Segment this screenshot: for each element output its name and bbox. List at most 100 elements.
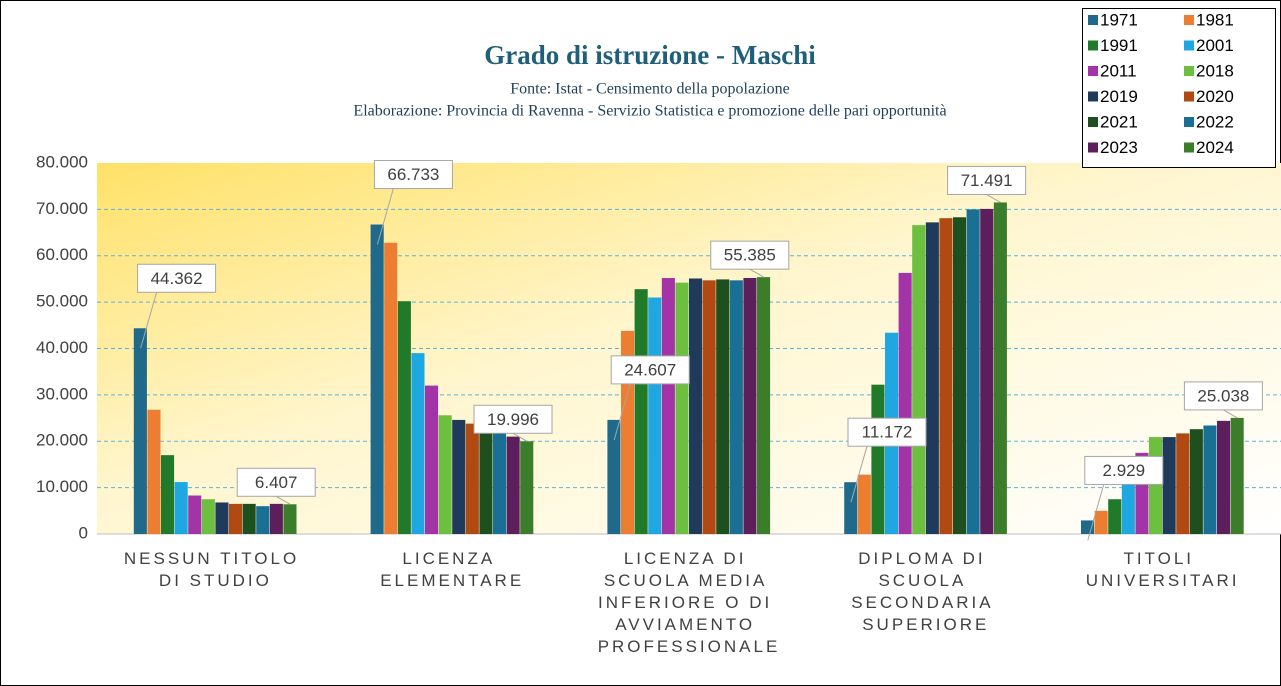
leader-line (749, 268, 765, 278)
legend-swatch (1184, 66, 1194, 76)
bar (229, 503, 243, 534)
bar (966, 209, 980, 534)
bar (675, 282, 689, 534)
data-label-box (710, 240, 790, 270)
y-tick-label: 40.000 (36, 338, 88, 357)
bar (993, 202, 1007, 534)
data-label: 24.607 (624, 360, 676, 379)
legend-swatch (1088, 15, 1098, 25)
data-label: 71.491 (961, 171, 1013, 190)
bar (161, 455, 175, 534)
legend-label: 2021 (1100, 112, 1138, 131)
bar (925, 222, 939, 535)
bar (201, 499, 215, 534)
x-tick-label: TITOLI UNIVERSITARI (1086, 549, 1240, 590)
legend-swatch (1184, 40, 1194, 51)
bar (242, 503, 256, 534)
legend-swatch (1088, 66, 1098, 76)
data-label: 2.929 (1103, 461, 1146, 480)
data-label: 66.733 (387, 165, 439, 184)
leader-line (1087, 484, 1105, 541)
legend-swatch (1184, 15, 1194, 25)
bar (607, 419, 621, 534)
leader-line (850, 446, 868, 503)
bar (648, 297, 662, 534)
legend-label: 1991 (1100, 36, 1138, 55)
bar (215, 502, 229, 534)
x-tick-label: NESSUN TITOLO DI STUDIO (124, 549, 307, 590)
bar (493, 432, 507, 534)
x-tick-label: DIPLOMA DI SCUOLA SECONDARIA SUPERIORE (851, 549, 1000, 634)
legend-label: 2018 (1196, 61, 1234, 80)
leader-line (140, 292, 158, 349)
leader-line (613, 383, 631, 441)
bar (953, 217, 967, 535)
y-tick-label: 20.000 (36, 431, 88, 450)
bar (1121, 482, 1135, 534)
data-label: 6.407 (255, 473, 298, 492)
y-tick-label: 60.000 (36, 245, 88, 264)
bar (716, 279, 730, 534)
bar (1203, 425, 1217, 534)
legend-label: 2019 (1100, 87, 1138, 106)
legend-swatch (1088, 142, 1098, 153)
bar (729, 280, 743, 534)
bar (520, 441, 534, 534)
data-label-box (610, 355, 690, 385)
data-label-box (947, 165, 1027, 195)
bar (1162, 437, 1176, 534)
bar (1081, 520, 1095, 534)
bar (411, 353, 425, 534)
bar (757, 277, 771, 534)
bar (1217, 420, 1231, 534)
legend-label: 1971 (1100, 10, 1138, 29)
y-tick-label: 80.000 (36, 152, 88, 171)
leader-line (986, 194, 1001, 203)
bar (174, 482, 188, 534)
x-tick-label: LICENZA DI SCUOLA MEDIA INFERIORE O DI A… (598, 549, 781, 656)
y-tick-label: 0 (79, 523, 88, 542)
data-label: 44.362 (151, 269, 203, 288)
bar (980, 208, 994, 534)
bar (370, 224, 384, 535)
legend-swatch (1088, 40, 1098, 51)
bar (844, 482, 858, 534)
legend-swatch (1184, 117, 1194, 127)
leader-line (275, 495, 291, 505)
bar (689, 278, 703, 534)
legend-label: 2022 (1196, 112, 1234, 131)
legend-label: 2001 (1196, 36, 1234, 55)
subtitle: Elaborazione: Provincia di Ravenna - Ser… (353, 103, 946, 120)
data-label-box (137, 263, 217, 293)
bar (256, 506, 270, 534)
y-tick-label: 50.000 (36, 292, 88, 311)
bar (188, 495, 202, 534)
leader-line (376, 188, 394, 245)
leader-line (512, 432, 528, 442)
bar (898, 272, 912, 534)
leader-line (1223, 409, 1238, 419)
legend-label: 2020 (1196, 87, 1234, 106)
bar (1108, 499, 1122, 534)
data-label-box (1084, 455, 1164, 485)
bar (397, 301, 411, 534)
bar (661, 278, 675, 534)
bar (506, 436, 520, 534)
bar (1094, 510, 1108, 534)
bar (743, 278, 757, 534)
y-tick-label: 10.000 (36, 477, 88, 496)
legend-label: 2024 (1196, 138, 1234, 157)
bar (384, 242, 398, 534)
y-tick-label: 70.000 (36, 199, 88, 218)
legend-swatch (1184, 91, 1194, 102)
chart-title: Grado di istruzione - Maschi (484, 40, 816, 70)
legend-label: 2023 (1100, 138, 1138, 157)
x-tick-label: LICENZA ELEMENTARE (380, 549, 524, 590)
data-label: 11.172 (862, 423, 913, 442)
bar (1189, 429, 1203, 534)
bar (634, 289, 648, 534)
bar (912, 225, 926, 534)
bar (1176, 433, 1190, 534)
legend-label: 2011 (1100, 61, 1137, 80)
bar (438, 415, 452, 534)
